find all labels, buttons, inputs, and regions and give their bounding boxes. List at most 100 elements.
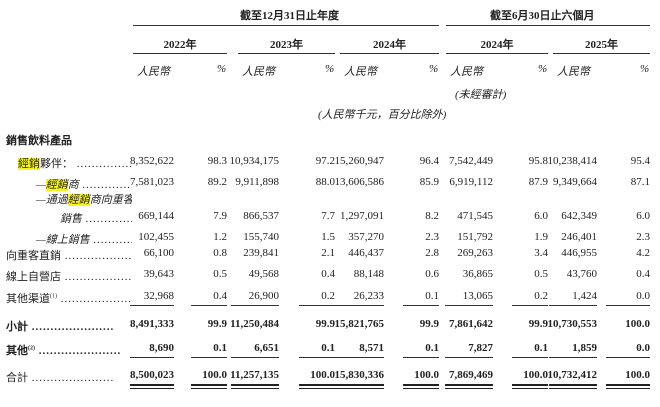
cell-value: 88.0 <box>315 176 335 188</box>
cell-value: 866,537 <box>243 210 279 222</box>
row-label: 向重客直銷 ...................... <box>0 247 132 263</box>
cell-value: 26,900 <box>248 290 279 302</box>
cell-value: 0.0 <box>636 290 650 302</box>
total-double-underline <box>130 384 174 389</box>
cell-value: 98.3 <box>207 155 227 167</box>
currency-label: 人民幣 <box>450 66 483 78</box>
leader-dots: ...................... <box>28 372 115 384</box>
cell-value: 95.4 <box>630 155 650 167</box>
row-label: —通過經銷商向重客 <box>0 191 132 207</box>
divider <box>553 53 650 54</box>
cell-value: 7,861,642 <box>449 318 493 330</box>
row-label: 線上自營店 ...................... <box>0 268 132 284</box>
total-double-underline <box>512 384 548 389</box>
year-header: 2024年 <box>373 39 406 51</box>
cell-value: 13,606,586 <box>334 176 385 188</box>
row-label: —線上銷售 ...................... <box>0 231 132 247</box>
cell-value: 88,148 <box>353 268 384 280</box>
subtotal-underline <box>231 357 279 358</box>
leader-dots: ...................... <box>93 234 132 246</box>
cell-value: 6.0 <box>636 210 650 222</box>
cell-value: 0.1 <box>534 342 548 354</box>
cell-value: 100.0 <box>202 369 227 381</box>
total-double-underline <box>403 384 439 389</box>
subtotal-underline <box>334 357 384 358</box>
cell-value: 49,568 <box>248 268 279 280</box>
total-double-underline <box>191 384 227 389</box>
total-double-underline <box>445 384 493 389</box>
cell-value: 66,100 <box>143 247 174 259</box>
cell-value: 100.0 <box>523 369 548 381</box>
row-label: 銷售 ...................... <box>0 210 132 226</box>
subtotal-underline <box>191 305 227 306</box>
cell-value: 7.7 <box>321 210 335 222</box>
cell-value: 39,643 <box>143 268 174 280</box>
cell-value: 13,065 <box>462 290 493 302</box>
cell-value: 8,491,333 <box>130 318 174 330</box>
cell-value: 7,581,023 <box>130 176 174 188</box>
cell-value: 99.9 <box>315 318 335 330</box>
cell-value: 99.9 <box>419 318 439 330</box>
row-label: 其他渠道(1) ...................... <box>0 290 132 306</box>
cell-value: 10,934,175 <box>229 155 280 167</box>
cell-value: 1,859 <box>572 342 597 354</box>
cell-value: 446,437 <box>348 247 384 259</box>
subtotal-underline <box>403 305 439 306</box>
total-double-underline <box>231 384 279 389</box>
row-label-text: 線上自營店 <box>6 271 61 283</box>
unaudited-note: (未經審計) <box>455 89 507 101</box>
cell-value: 10,730,553 <box>547 318 598 330</box>
row-label-text: — <box>36 179 46 191</box>
currency-label: 人民幣 <box>137 66 170 78</box>
highlighted-term: 經銷 <box>45 179 68 191</box>
cell-value: 9,911,898 <box>235 176 279 188</box>
cell-value: 269,263 <box>457 247 493 259</box>
cell-value: 89.2 <box>207 176 227 188</box>
percent-label: % <box>538 63 548 75</box>
leader-dots: ...................... <box>64 271 132 283</box>
cell-value: 1.9 <box>534 231 548 243</box>
subtotal-underline <box>130 305 174 306</box>
row-label: 其他(2) ...................... <box>0 342 132 358</box>
cell-value: 8,571 <box>359 342 384 354</box>
subtotal-underline <box>549 305 597 306</box>
subtotal-underline <box>191 357 227 358</box>
cell-value: 0.2 <box>534 290 548 302</box>
divider <box>446 25 650 26</box>
row-label-text: 商 <box>67 179 79 191</box>
total-double-underline <box>606 384 650 389</box>
cell-value: 99.9 <box>528 318 548 330</box>
row-label: 合計 ...................... <box>0 369 132 385</box>
cell-value: 6,919,112 <box>449 176 493 188</box>
leader-dots: ...................... <box>28 321 115 333</box>
total-double-underline <box>549 384 597 389</box>
row-label-text: 其他渠道 <box>6 293 50 305</box>
cell-value: 9,349,664 <box>553 176 597 188</box>
cell-value: 87.1 <box>630 176 650 188</box>
cell-value: 2.3 <box>636 231 650 243</box>
subtotal-underline <box>606 357 650 358</box>
year-header: 2025年 <box>585 39 618 51</box>
divider <box>238 53 335 54</box>
subtotal-underline <box>403 357 439 358</box>
row-label-text: —線上銷售 <box>36 234 90 246</box>
row-label-text: 銷售 <box>60 213 82 225</box>
cell-value: 11,250,484 <box>230 318 279 330</box>
cell-value: 642,349 <box>561 210 597 222</box>
cell-value: 0.1 <box>425 342 439 354</box>
footnote-ref: (2) <box>28 345 35 352</box>
row-label-text: 小計 <box>6 321 28 333</box>
subtotal-underline <box>334 305 384 306</box>
cell-value: 2.1 <box>321 247 335 259</box>
percent-label: % <box>325 63 335 75</box>
cell-value: 0.1 <box>425 290 439 302</box>
leader-dots: ...................... <box>82 179 132 191</box>
cell-value: 8,500,023 <box>130 369 174 381</box>
cell-value: 0.1 <box>213 342 227 354</box>
cell-value: 7.9 <box>213 210 227 222</box>
divider <box>340 53 439 54</box>
subtotal-underline <box>445 305 493 306</box>
cell-value: 0.4 <box>321 268 335 280</box>
subtotal-underline <box>299 357 335 358</box>
percent-label: % <box>640 63 650 75</box>
